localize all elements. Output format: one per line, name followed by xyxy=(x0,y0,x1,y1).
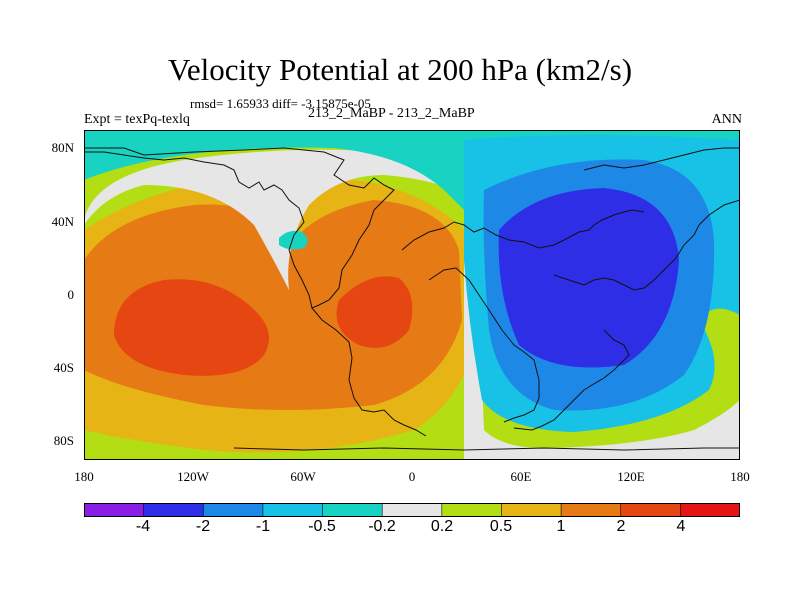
colorbar-label: 1 xyxy=(556,518,566,535)
colorbar-cell xyxy=(381,503,443,517)
lon-tick-label: 180 xyxy=(74,469,94,484)
colorbar-label: -1 xyxy=(255,518,271,535)
colorbar-cell xyxy=(322,503,383,517)
lat-tick-label: 40N xyxy=(51,214,74,229)
colorbar-label: -4 xyxy=(135,518,151,535)
experiment-label: Expt = texPq-texlq xyxy=(84,112,190,127)
lon-tick-label: 60W xyxy=(290,469,316,484)
lat-tick-label: 80N xyxy=(51,140,74,155)
contour-band-neg4-neg2 xyxy=(498,188,679,368)
stats-text: rmsd= 1.65933 diff= -3.15875e-05 xyxy=(190,96,371,111)
colorbar-cell xyxy=(202,503,264,517)
contour-band-neg0.5-neg0.2-pocket xyxy=(279,230,308,250)
colorbar-cell xyxy=(262,503,324,517)
colorbar-label: -0.2 xyxy=(368,518,396,535)
colorbar-cell xyxy=(143,503,205,517)
colorbar-cell xyxy=(560,503,622,517)
colorbar-label: 4 xyxy=(676,518,686,535)
colorbar-cell xyxy=(441,503,503,517)
colorbar-label: 2 xyxy=(616,518,626,535)
coastlines xyxy=(84,147,740,451)
case-label: 213_2_MaBP - 213_2_MaBP xyxy=(308,106,475,121)
colorbar-frame xyxy=(84,503,740,517)
colorbar-label: -2 xyxy=(195,518,211,535)
velocity-potential-map xyxy=(84,130,740,460)
colorbar-cell xyxy=(84,503,145,517)
lon-tick-label: 0 xyxy=(408,469,416,484)
colorbar-cell xyxy=(501,503,562,517)
season-label: ANN xyxy=(711,112,742,127)
contour-band-2-4-west xyxy=(114,279,269,376)
colorbar-cell xyxy=(680,503,740,517)
colorbar-label: -0.5 xyxy=(308,518,336,535)
colorbar-label: 0.5 xyxy=(489,518,513,535)
lat-tick-label: 40S xyxy=(53,360,74,375)
lon-tick-label: 180 xyxy=(730,469,750,484)
lon-tick-label: 60E xyxy=(510,469,532,484)
map-frame xyxy=(84,130,740,460)
colorbar xyxy=(84,503,740,517)
contour-band-2-4-east xyxy=(336,276,413,348)
plot-title: Velocity Potential at 200 hPa (km2/s) xyxy=(167,52,633,87)
lat-tick-label: 80S xyxy=(53,433,74,448)
contour-band-neg0.2-0.2-north xyxy=(84,149,454,290)
colorbar-cell xyxy=(620,503,682,517)
colorbar-label: 0.2 xyxy=(430,518,454,535)
lat-tick-label: 0 xyxy=(67,287,75,302)
contour-band-neg0.2-0.2-south xyxy=(464,200,740,460)
lon-tick-label: 120E xyxy=(617,469,645,484)
lon-tick-label: 120W xyxy=(177,469,209,484)
